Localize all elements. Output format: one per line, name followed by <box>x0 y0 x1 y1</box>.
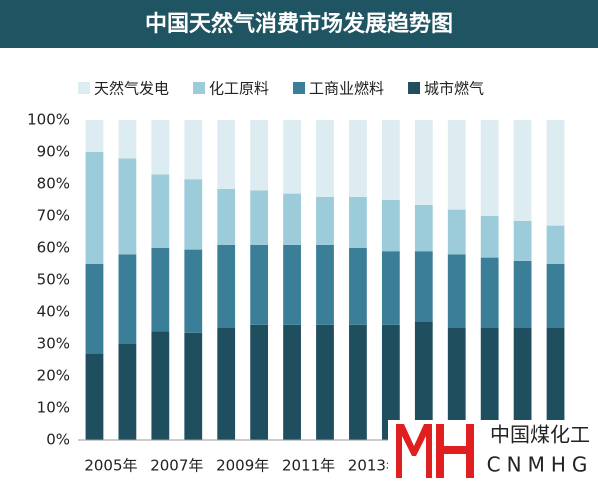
bar-segment <box>118 158 137 255</box>
bar-segment <box>184 332 203 440</box>
bar-segment <box>546 120 565 226</box>
bar-segment <box>414 204 433 252</box>
watermark: 中国煤化工 CNMHG <box>388 420 598 484</box>
legend-swatch <box>408 82 421 94</box>
bar-segment <box>316 196 334 245</box>
x-tick-label: 2005年 <box>84 457 137 475</box>
bar-segment <box>447 328 466 440</box>
bar-segment <box>513 120 532 221</box>
bar-segment <box>349 248 367 325</box>
title-banner <box>0 0 598 48</box>
bar-segment <box>480 216 499 258</box>
y-tick-label: 100% <box>27 111 70 129</box>
y-tick-label: 30% <box>37 335 70 353</box>
bar-segment <box>283 193 301 245</box>
bar-segment <box>85 264 104 354</box>
bar-segment <box>349 196 367 248</box>
y-tick-label: 50% <box>37 271 70 289</box>
y-tick-label: 90% <box>37 143 70 161</box>
bar-segment <box>447 120 466 210</box>
y-tick-label: 20% <box>37 367 70 385</box>
legend-label: 天然气发电 <box>94 80 169 98</box>
legend-swatch <box>293 82 306 94</box>
bar-segment <box>151 331 170 440</box>
bar-segment <box>447 209 466 255</box>
bar-segment <box>184 120 203 180</box>
bar-segment <box>151 174 170 248</box>
bar-segment <box>349 120 367 197</box>
bar-segment <box>513 328 532 440</box>
bar-segment <box>118 254 137 344</box>
logo-h <box>436 424 474 478</box>
bar-segment <box>250 190 269 245</box>
y-tick-label: 10% <box>37 399 70 417</box>
bar-segment <box>414 321 433 440</box>
bar-segment <box>283 324 301 440</box>
legend-swatch <box>193 82 206 94</box>
bar-segment <box>316 244 334 325</box>
bar-segment <box>118 344 137 440</box>
legend-label: 工商业燃料 <box>309 80 384 98</box>
bar-segment <box>546 225 565 264</box>
y-tick-label: 70% <box>37 207 70 225</box>
plot: 0% 10% 20% 30% 40% 50% 60% 70% 80% 90% 100% 天然气发电 化工… <box>27 80 572 475</box>
watermark-subtext: CNMHG <box>487 453 594 477</box>
bar-segment <box>480 328 499 440</box>
x-tick-label: 2009年 <box>216 457 269 475</box>
y-tick-label: 40% <box>37 303 70 321</box>
chart-title: 中国天然气消费市场发展趋势图 <box>145 11 453 37</box>
bar-segment <box>250 324 269 440</box>
y-tick-label: 0% <box>46 431 70 449</box>
legend-label: 城市燃气 <box>424 80 484 98</box>
bar-segment <box>283 120 301 194</box>
bar-segment <box>480 257 499 328</box>
bar-segment <box>184 249 203 333</box>
bar-segment <box>217 120 236 189</box>
watermark-text: 中国煤化工 <box>490 423 590 447</box>
bar-segment <box>316 324 334 440</box>
bar-segment <box>414 120 433 205</box>
bar-segment <box>217 244 236 328</box>
bar-segment <box>349 324 367 440</box>
bar-segment <box>118 120 137 159</box>
bar-segment <box>447 254 466 328</box>
bar-segment <box>316 120 334 197</box>
bar-segment <box>217 328 236 440</box>
x-tick-label: 2013年 <box>348 457 401 475</box>
bar-segment <box>250 120 269 191</box>
bar-segment <box>546 328 565 440</box>
legend-swatch <box>78 82 90 94</box>
bar-segment <box>381 120 400 200</box>
bar-segment <box>184 179 203 250</box>
y-tick-label: 80% <box>37 175 70 193</box>
bar-segment <box>513 260 532 328</box>
bar-segment <box>85 152 104 264</box>
bar-segment <box>85 353 104 440</box>
bar-segment <box>250 244 269 325</box>
bar-segment <box>414 251 433 322</box>
bar-segment <box>151 248 170 332</box>
bar-segment <box>513 220 532 261</box>
bar-segment <box>151 120 170 175</box>
bar-segment <box>381 251 400 325</box>
x-tick-label: 2007年 <box>150 457 203 475</box>
bar-segment <box>381 200 400 252</box>
bar-segment <box>85 120 104 152</box>
bar-segment <box>480 120 499 216</box>
bar-segment <box>217 188 236 245</box>
bar-segment <box>546 264 565 328</box>
logo-m <box>396 424 432 478</box>
bar-segment <box>381 324 400 440</box>
legend-label: 化工原料 <box>209 80 269 98</box>
x-tick-label: 2011年 <box>282 457 335 475</box>
y-tick-label: 60% <box>37 239 70 257</box>
bar-segment <box>283 244 301 325</box>
